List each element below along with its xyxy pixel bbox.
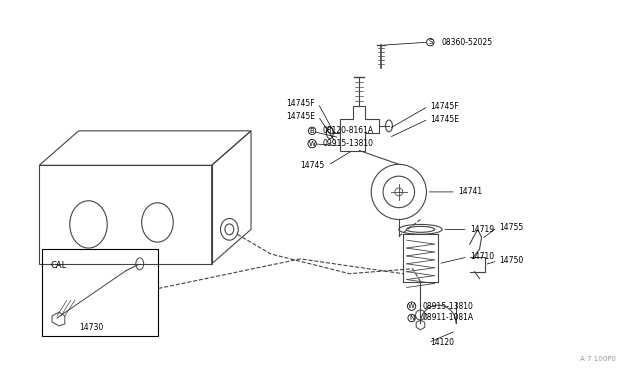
Text: 08911-1081A: 08911-1081A <box>422 314 474 323</box>
Text: 14730: 14730 <box>79 323 104 332</box>
Text: 14745E: 14745E <box>430 115 460 124</box>
Text: 14745F: 14745F <box>287 99 315 108</box>
Text: 14719: 14719 <box>470 225 494 234</box>
Text: N: N <box>409 315 414 321</box>
Text: 14745E: 14745E <box>286 112 315 121</box>
Text: 14750: 14750 <box>499 256 524 265</box>
Text: 08360-52025: 08360-52025 <box>441 38 492 46</box>
Text: 08915-13810: 08915-13810 <box>422 302 474 311</box>
Text: 14710: 14710 <box>470 253 494 262</box>
Text: 14745: 14745 <box>301 161 325 170</box>
Text: A·7 100P0: A·7 100P0 <box>580 356 616 362</box>
Text: 14745F: 14745F <box>430 102 459 111</box>
Text: 14741: 14741 <box>458 187 482 196</box>
Text: 14120: 14120 <box>430 338 454 347</box>
Bar <box>42 249 159 336</box>
Text: B: B <box>310 128 314 134</box>
Text: CAL: CAL <box>50 261 67 270</box>
Text: W: W <box>308 141 316 147</box>
Text: S: S <box>428 39 433 45</box>
Text: 08120-8161A: 08120-8161A <box>323 126 374 135</box>
Text: 09915-13810: 09915-13810 <box>323 139 374 148</box>
Text: W: W <box>408 303 415 309</box>
Text: 14755: 14755 <box>499 223 524 232</box>
